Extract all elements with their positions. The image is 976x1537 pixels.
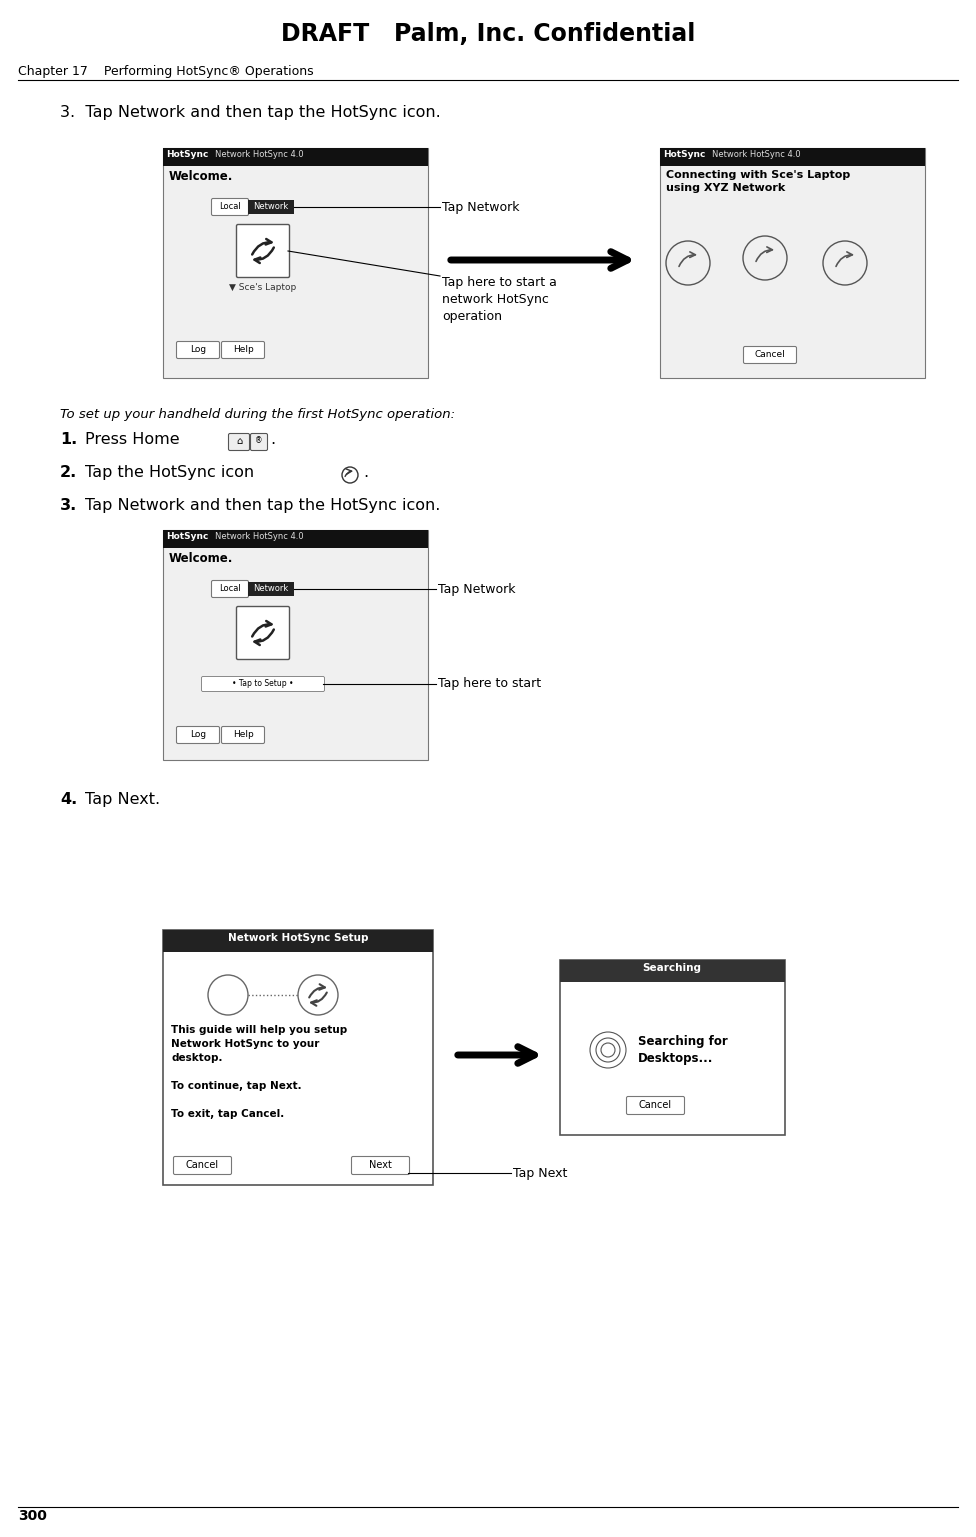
Text: 4.: 4.: [60, 792, 77, 807]
Bar: [560, 961, 785, 1134]
FancyBboxPatch shape: [351, 1156, 410, 1174]
Text: 2.: 2.: [60, 466, 77, 480]
Text: Network HotSync 4.0: Network HotSync 4.0: [712, 151, 800, 158]
Bar: [248, 200, 294, 214]
Text: To set up your handheld during the first HotSync operation:: To set up your handheld during the first…: [60, 407, 455, 421]
Text: Network: Network: [254, 201, 289, 211]
Text: ®: ®: [256, 437, 263, 446]
Text: Welcome.: Welcome.: [169, 171, 233, 183]
Text: Log: Log: [190, 730, 206, 739]
Text: ⌂: ⌂: [236, 437, 242, 446]
Text: Next: Next: [369, 1160, 391, 1170]
Bar: [163, 930, 433, 1185]
Text: Cancel: Cancel: [754, 350, 786, 360]
FancyBboxPatch shape: [177, 341, 220, 358]
FancyBboxPatch shape: [627, 1096, 684, 1114]
Bar: [163, 930, 433, 951]
Text: Network: Network: [254, 584, 289, 593]
Bar: [163, 148, 428, 166]
Text: Network HotSync 4.0: Network HotSync 4.0: [215, 151, 304, 158]
Text: Log: Log: [190, 344, 206, 354]
Bar: [163, 148, 428, 378]
FancyBboxPatch shape: [177, 727, 220, 744]
Text: Network HotSync 4.0: Network HotSync 4.0: [215, 532, 304, 541]
Bar: [660, 148, 925, 166]
Text: HotSync: HotSync: [663, 151, 706, 158]
Text: HotSync: HotSync: [166, 532, 208, 541]
FancyBboxPatch shape: [228, 433, 250, 450]
FancyBboxPatch shape: [212, 198, 249, 215]
Text: Network HotSync Setup: Network HotSync Setup: [227, 933, 368, 944]
FancyBboxPatch shape: [222, 341, 264, 358]
Text: DRAFT   Palm, Inc. Confidential: DRAFT Palm, Inc. Confidential: [281, 22, 695, 46]
FancyBboxPatch shape: [236, 607, 290, 659]
Text: ▼ Sce's Laptop: ▼ Sce's Laptop: [229, 283, 297, 292]
Bar: [163, 530, 428, 759]
Text: Help: Help: [232, 344, 254, 354]
Bar: [560, 961, 785, 982]
Text: Chapter 17    Performing HotSync® Operations: Chapter 17 Performing HotSync® Operation…: [18, 65, 313, 78]
Text: Connecting with Sce's Laptop
using XYZ Network: Connecting with Sce's Laptop using XYZ N…: [666, 171, 850, 194]
Text: Tap the HotSync icon: Tap the HotSync icon: [85, 466, 254, 480]
Text: 3.: 3.: [60, 498, 77, 513]
FancyBboxPatch shape: [222, 727, 264, 744]
Text: Tap Network and then tap the HotSync icon.: Tap Network and then tap the HotSync ico…: [85, 498, 440, 513]
Text: 1.: 1.: [60, 432, 77, 447]
FancyBboxPatch shape: [744, 346, 796, 363]
Text: Local: Local: [220, 201, 241, 211]
Bar: [163, 530, 428, 549]
Text: Local: Local: [220, 584, 241, 593]
Text: Tap here to start a
network HotSync
operation: Tap here to start a network HotSync oper…: [442, 277, 557, 323]
Text: • Tap to Setup •: • Tap to Setup •: [232, 679, 294, 689]
Text: 3.  Tap Network and then tap the HotSync icon.: 3. Tap Network and then tap the HotSync …: [60, 105, 441, 120]
Bar: [248, 583, 294, 596]
FancyBboxPatch shape: [251, 433, 267, 450]
Text: Press Home: Press Home: [85, 432, 180, 447]
Text: .: .: [270, 432, 275, 447]
Text: .: .: [363, 466, 368, 480]
Text: Searching: Searching: [642, 964, 702, 973]
FancyBboxPatch shape: [201, 676, 324, 692]
Text: Tap Network: Tap Network: [442, 200, 519, 214]
Text: Searching for
Desktops...: Searching for Desktops...: [638, 1034, 728, 1065]
Bar: [660, 148, 925, 378]
Text: Welcome.: Welcome.: [169, 552, 233, 566]
FancyBboxPatch shape: [212, 581, 249, 598]
Text: Tap Next.: Tap Next.: [85, 792, 160, 807]
Text: Tap here to start: Tap here to start: [438, 678, 541, 690]
Text: Tap Next: Tap Next: [513, 1167, 567, 1179]
Text: HotSync: HotSync: [166, 151, 208, 158]
Text: Cancel: Cancel: [638, 1100, 671, 1110]
FancyBboxPatch shape: [174, 1156, 231, 1174]
Text: 300: 300: [18, 1509, 47, 1523]
Text: This guide will help you setup
Network HotSync to your
desktop.

To continue, ta: This guide will help you setup Network H…: [171, 1025, 347, 1119]
Text: Cancel: Cancel: [185, 1160, 219, 1170]
Text: Tap Network: Tap Network: [438, 583, 515, 595]
Text: Help: Help: [232, 730, 254, 739]
FancyBboxPatch shape: [236, 224, 290, 278]
